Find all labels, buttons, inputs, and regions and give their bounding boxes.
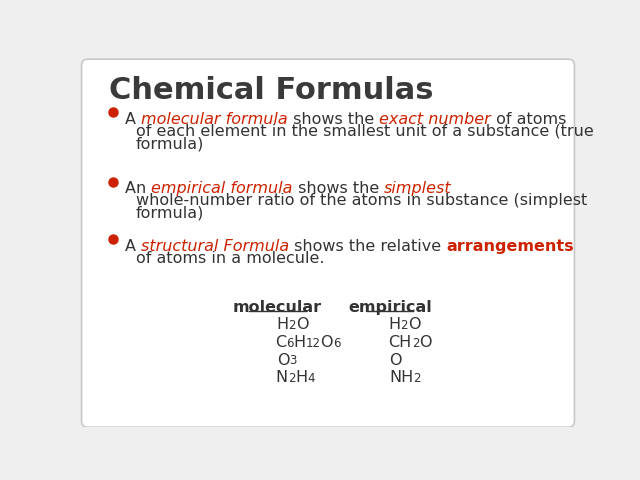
Text: structural Formula: structural Formula xyxy=(141,239,289,253)
Text: O: O xyxy=(321,335,333,350)
Text: molecular: molecular xyxy=(233,300,322,315)
Text: 12: 12 xyxy=(305,337,321,350)
Text: 6: 6 xyxy=(333,337,340,350)
Text: CH: CH xyxy=(388,335,412,350)
Text: NH: NH xyxy=(389,370,413,385)
Text: shows the: shows the xyxy=(292,181,384,196)
Text: of atoms: of atoms xyxy=(491,111,566,127)
Text: O: O xyxy=(390,352,402,368)
Text: of atoms in a molecule.: of atoms in a molecule. xyxy=(136,251,324,266)
Text: 6: 6 xyxy=(285,337,293,350)
Text: N: N xyxy=(276,370,288,385)
Text: A: A xyxy=(125,239,141,253)
Text: H: H xyxy=(276,317,288,332)
Text: 2: 2 xyxy=(288,372,295,385)
Text: formula): formula) xyxy=(136,205,204,220)
Text: empirical: empirical xyxy=(348,300,432,315)
Text: 2: 2 xyxy=(288,319,296,332)
Text: H: H xyxy=(295,370,307,385)
Text: simplest: simplest xyxy=(384,181,452,196)
Text: shows the relative: shows the relative xyxy=(289,239,447,253)
Text: empirical formula: empirical formula xyxy=(151,181,292,196)
Text: O: O xyxy=(408,317,420,332)
Text: O: O xyxy=(276,352,289,368)
Text: exact number: exact number xyxy=(379,111,491,127)
Text: C: C xyxy=(275,335,285,350)
Text: shows the: shows the xyxy=(288,111,379,127)
Text: 3: 3 xyxy=(289,354,296,367)
Text: 4: 4 xyxy=(307,372,315,385)
Text: whole-number ratio of the atoms in substance (simplest: whole-number ratio of the atoms in subst… xyxy=(136,193,587,208)
Text: arrangements: arrangements xyxy=(447,239,574,253)
Text: H: H xyxy=(293,335,305,350)
Text: Chemical Formulas: Chemical Formulas xyxy=(109,76,434,105)
Text: of each element in the smallest unit of a substance (true: of each element in the smallest unit of … xyxy=(136,124,593,139)
Text: An: An xyxy=(125,181,151,196)
Text: formula): formula) xyxy=(136,136,204,151)
Text: 2: 2 xyxy=(401,319,408,332)
Text: 2: 2 xyxy=(412,337,419,350)
Text: O: O xyxy=(296,317,308,332)
Text: H: H xyxy=(388,317,401,332)
FancyBboxPatch shape xyxy=(81,59,575,427)
Text: O: O xyxy=(419,335,432,350)
Text: 2: 2 xyxy=(413,372,420,385)
Text: A: A xyxy=(125,111,141,127)
Text: molecular formula: molecular formula xyxy=(141,111,288,127)
